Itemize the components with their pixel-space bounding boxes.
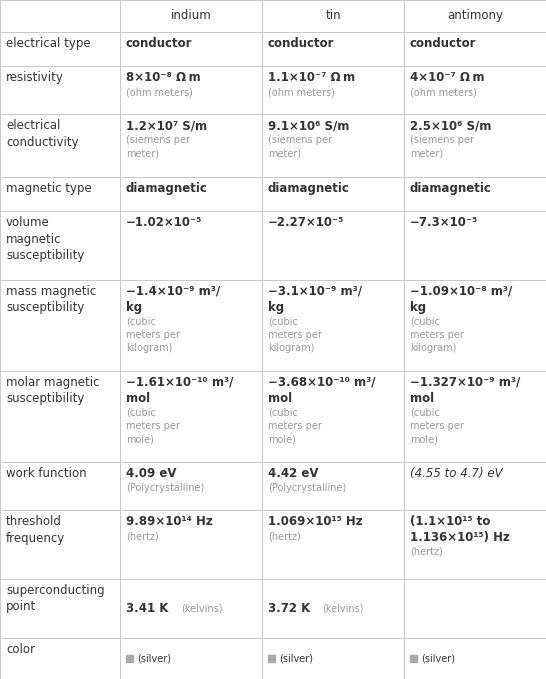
Text: (cubic: (cubic (268, 316, 298, 327)
Text: (ohm meters): (ohm meters) (126, 87, 193, 97)
Text: meters per: meters per (410, 421, 464, 431)
Text: meter): meter) (268, 148, 301, 158)
Text: antimony: antimony (447, 10, 503, 22)
Text: (siemens per: (siemens per (126, 135, 190, 145)
Text: 4.42 eV: 4.42 eV (268, 467, 318, 480)
Text: conductor: conductor (126, 37, 193, 50)
Text: −1.02×10⁻⁵: −1.02×10⁻⁵ (126, 216, 203, 229)
Text: 4×10⁻⁷ Ω m: 4×10⁻⁷ Ω m (410, 71, 484, 84)
Text: (cubic: (cubic (126, 408, 156, 418)
Text: mole): mole) (268, 434, 296, 444)
Text: kg: kg (126, 301, 142, 314)
Text: kilogram): kilogram) (410, 343, 456, 352)
Text: 4.09 eV: 4.09 eV (126, 467, 176, 480)
Text: kilogram): kilogram) (268, 343, 314, 352)
Text: (cubic: (cubic (410, 408, 440, 418)
Text: (4.55 to 4.7) eV: (4.55 to 4.7) eV (410, 467, 503, 480)
Text: diamagnetic: diamagnetic (268, 182, 350, 195)
Bar (268, 655, 275, 662)
Text: tin: tin (325, 10, 341, 22)
Text: kg: kg (268, 301, 284, 314)
Text: −1.327×10⁻⁹ m³/: −1.327×10⁻⁹ m³/ (410, 376, 520, 389)
Text: (cubic: (cubic (268, 408, 298, 418)
Text: volume
magnetic
susceptibility: volume magnetic susceptibility (6, 216, 85, 262)
Text: (silver): (silver) (279, 653, 313, 663)
Text: mass magnetic
susceptibility: mass magnetic susceptibility (6, 285, 96, 314)
Text: 9.1×10⁶ S/m: 9.1×10⁶ S/m (268, 119, 349, 132)
Text: kg: kg (410, 301, 426, 314)
Text: −3.68×10⁻¹⁰ m³/: −3.68×10⁻¹⁰ m³/ (268, 376, 376, 389)
Text: −1.09×10⁻⁸ m³/: −1.09×10⁻⁸ m³/ (410, 285, 512, 297)
Text: meters per: meters per (126, 421, 180, 431)
Text: mole): mole) (126, 434, 154, 444)
Text: meters per: meters per (126, 329, 180, 340)
Text: threshold
frequency: threshold frequency (6, 515, 66, 545)
Text: (cubic: (cubic (410, 316, 440, 327)
Text: (hertz): (hertz) (126, 531, 159, 541)
Text: diamagnetic: diamagnetic (126, 182, 208, 195)
Text: diamagnetic: diamagnetic (410, 182, 492, 195)
Text: work function: work function (6, 467, 87, 480)
Text: meters per: meters per (268, 421, 322, 431)
Text: (silver): (silver) (137, 653, 171, 663)
Text: (silver): (silver) (421, 653, 455, 663)
Text: color: color (6, 643, 35, 656)
Text: 1.2×10⁷ S/m: 1.2×10⁷ S/m (126, 119, 207, 132)
Bar (410, 655, 417, 662)
Text: 2.5×10⁶ S/m: 2.5×10⁶ S/m (410, 119, 491, 132)
Text: (kelvins): (kelvins) (323, 603, 364, 613)
Text: mol: mol (268, 392, 292, 405)
Text: −2.27×10⁻⁵: −2.27×10⁻⁵ (268, 216, 345, 229)
Text: mole): mole) (410, 434, 438, 444)
Text: electrical
conductivity: electrical conductivity (6, 119, 79, 149)
Text: 1.069×10¹⁵ Hz: 1.069×10¹⁵ Hz (268, 515, 363, 528)
Text: 9.89×10¹⁴ Hz: 9.89×10¹⁴ Hz (126, 515, 213, 528)
Text: meters per: meters per (410, 329, 464, 340)
Text: kilogram): kilogram) (126, 343, 173, 352)
Text: 1.1×10⁻⁷ Ω m: 1.1×10⁻⁷ Ω m (268, 71, 355, 84)
Text: mol: mol (126, 392, 150, 405)
Text: resistivity: resistivity (6, 71, 64, 84)
Text: (kelvins): (kelvins) (181, 603, 222, 613)
Text: superconducting
point: superconducting point (6, 583, 105, 613)
Text: 3.41 K: 3.41 K (126, 602, 168, 614)
Text: meter): meter) (126, 148, 159, 158)
Text: indium: indium (170, 10, 211, 22)
Text: 1.136×10¹⁵) Hz: 1.136×10¹⁵) Hz (410, 531, 510, 544)
Text: meters per: meters per (268, 329, 322, 340)
Bar (126, 655, 133, 662)
Text: (1.1×10¹⁵ to: (1.1×10¹⁵ to (410, 515, 490, 528)
Text: conductor: conductor (268, 37, 335, 50)
Text: molar magnetic
susceptibility: molar magnetic susceptibility (6, 376, 99, 405)
Text: −1.61×10⁻¹⁰ m³/: −1.61×10⁻¹⁰ m³/ (126, 376, 233, 389)
Text: (ohm meters): (ohm meters) (268, 87, 335, 97)
Text: electrical type: electrical type (6, 37, 91, 50)
Text: −1.4×10⁻⁹ m³/: −1.4×10⁻⁹ m³/ (126, 285, 220, 297)
Text: (siemens per: (siemens per (268, 135, 332, 145)
Text: (hertz): (hertz) (410, 547, 443, 557)
Text: (ohm meters): (ohm meters) (410, 87, 477, 97)
Text: 8×10⁻⁸ Ω m: 8×10⁻⁸ Ω m (126, 71, 200, 84)
Text: mol: mol (410, 392, 434, 405)
Text: (Polycrystalline): (Polycrystalline) (126, 483, 204, 493)
Text: −3.1×10⁻⁹ m³/: −3.1×10⁻⁹ m³/ (268, 285, 362, 297)
Text: magnetic type: magnetic type (6, 182, 92, 195)
Text: conductor: conductor (410, 37, 477, 50)
Text: meter): meter) (410, 148, 443, 158)
Text: 3.72 K: 3.72 K (268, 602, 310, 614)
Text: (siemens per: (siemens per (410, 135, 474, 145)
Text: (hertz): (hertz) (268, 531, 301, 541)
Text: (Polycrystalline): (Polycrystalline) (268, 483, 346, 493)
Text: −7.3×10⁻⁵: −7.3×10⁻⁵ (410, 216, 478, 229)
Text: (cubic: (cubic (126, 316, 156, 327)
